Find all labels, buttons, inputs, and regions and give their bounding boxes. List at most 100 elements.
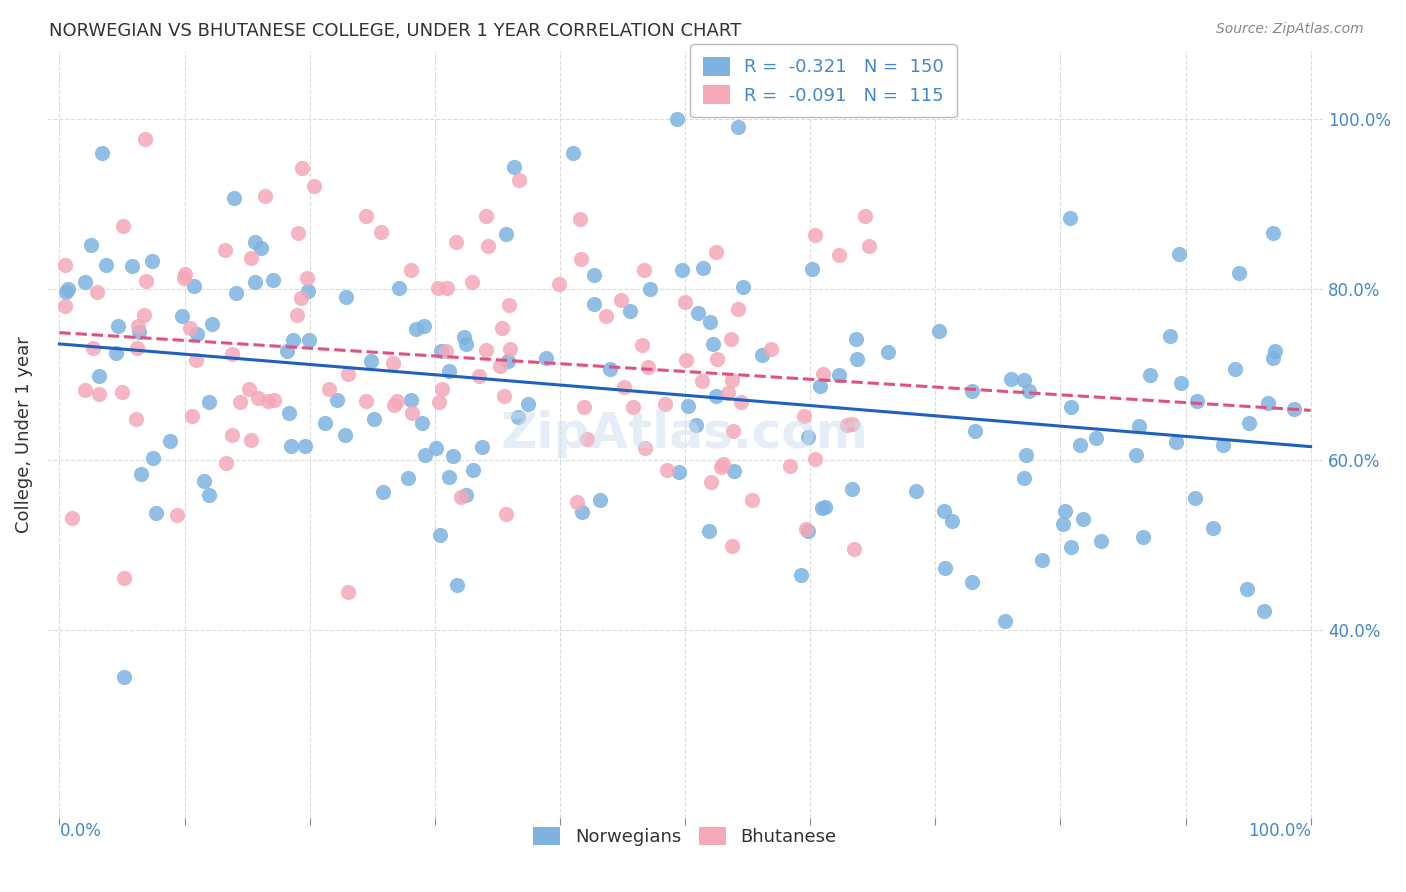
Legend: Norwegians, Bhutanese: Norwegians, Bhutanese xyxy=(524,818,846,855)
Point xyxy=(534,351,557,365)
Point xyxy=(471,440,494,454)
Point xyxy=(382,398,405,412)
Point xyxy=(1237,417,1260,431)
Point xyxy=(214,244,236,258)
Point xyxy=(1069,438,1091,452)
Point xyxy=(388,281,411,295)
Point xyxy=(434,344,457,359)
Point xyxy=(201,318,224,332)
Point xyxy=(401,407,423,421)
Point xyxy=(727,120,749,135)
Point xyxy=(1125,448,1147,462)
Point xyxy=(492,389,515,403)
Point xyxy=(439,469,461,483)
Point xyxy=(228,394,250,409)
Point xyxy=(335,290,357,304)
Point xyxy=(125,341,148,355)
Point xyxy=(263,392,285,407)
Point xyxy=(198,395,221,409)
Point xyxy=(193,474,215,488)
Point xyxy=(437,364,460,378)
Point xyxy=(610,293,633,308)
Point xyxy=(1132,530,1154,544)
Point xyxy=(759,342,782,356)
Point xyxy=(704,245,727,260)
Point xyxy=(1014,449,1036,463)
Point xyxy=(804,227,827,242)
Point xyxy=(450,490,472,504)
Point xyxy=(621,400,644,414)
Point xyxy=(238,382,260,396)
Point xyxy=(112,670,135,684)
Point xyxy=(1053,504,1076,518)
Point xyxy=(637,359,659,374)
Point xyxy=(1168,246,1191,260)
Point xyxy=(60,511,83,525)
Point xyxy=(491,320,513,334)
Point xyxy=(583,268,606,282)
Point xyxy=(678,399,700,413)
Point xyxy=(401,262,423,277)
Point xyxy=(221,346,243,360)
Point xyxy=(356,210,378,224)
Point xyxy=(295,271,318,285)
Point xyxy=(468,368,491,383)
Point xyxy=(336,368,359,382)
Point xyxy=(619,304,641,318)
Point xyxy=(960,574,983,589)
Point xyxy=(225,285,247,300)
Point xyxy=(630,338,652,352)
Point xyxy=(498,298,520,312)
Point xyxy=(53,299,76,313)
Point xyxy=(842,542,865,557)
Point xyxy=(793,409,815,424)
Point xyxy=(337,585,360,599)
Point xyxy=(813,367,835,381)
Point xyxy=(706,351,728,366)
Point xyxy=(671,263,693,277)
Text: 100.0%: 100.0% xyxy=(1247,822,1310,840)
Point xyxy=(934,561,956,575)
Point xyxy=(675,294,697,309)
Point xyxy=(1139,368,1161,383)
Point xyxy=(846,352,869,367)
Point xyxy=(477,239,499,253)
Point xyxy=(441,450,464,464)
Point xyxy=(711,457,734,471)
Point xyxy=(841,417,863,432)
Point xyxy=(183,279,205,293)
Point xyxy=(257,393,280,408)
Point xyxy=(1184,491,1206,506)
Point xyxy=(506,409,529,424)
Point xyxy=(613,380,636,394)
Point xyxy=(489,359,512,373)
Point xyxy=(1159,329,1181,343)
Point xyxy=(239,251,262,265)
Point xyxy=(723,464,745,478)
Point xyxy=(80,238,103,252)
Point xyxy=(112,571,135,585)
Point xyxy=(789,568,811,582)
Point xyxy=(751,348,773,362)
Point xyxy=(721,424,744,438)
Point xyxy=(134,132,156,146)
Point xyxy=(941,514,963,528)
Point xyxy=(174,267,197,281)
Point xyxy=(456,488,478,502)
Point xyxy=(198,488,221,502)
Point xyxy=(1059,540,1081,554)
Point xyxy=(141,254,163,268)
Point xyxy=(173,270,195,285)
Point xyxy=(159,434,181,448)
Point xyxy=(688,306,710,320)
Point xyxy=(298,334,321,348)
Point xyxy=(285,309,308,323)
Point xyxy=(827,247,849,261)
Point xyxy=(1012,373,1035,387)
Point xyxy=(475,209,498,223)
Point xyxy=(1227,266,1250,280)
Point xyxy=(475,343,498,358)
Point xyxy=(429,343,451,358)
Point xyxy=(222,191,245,205)
Point xyxy=(571,505,593,519)
